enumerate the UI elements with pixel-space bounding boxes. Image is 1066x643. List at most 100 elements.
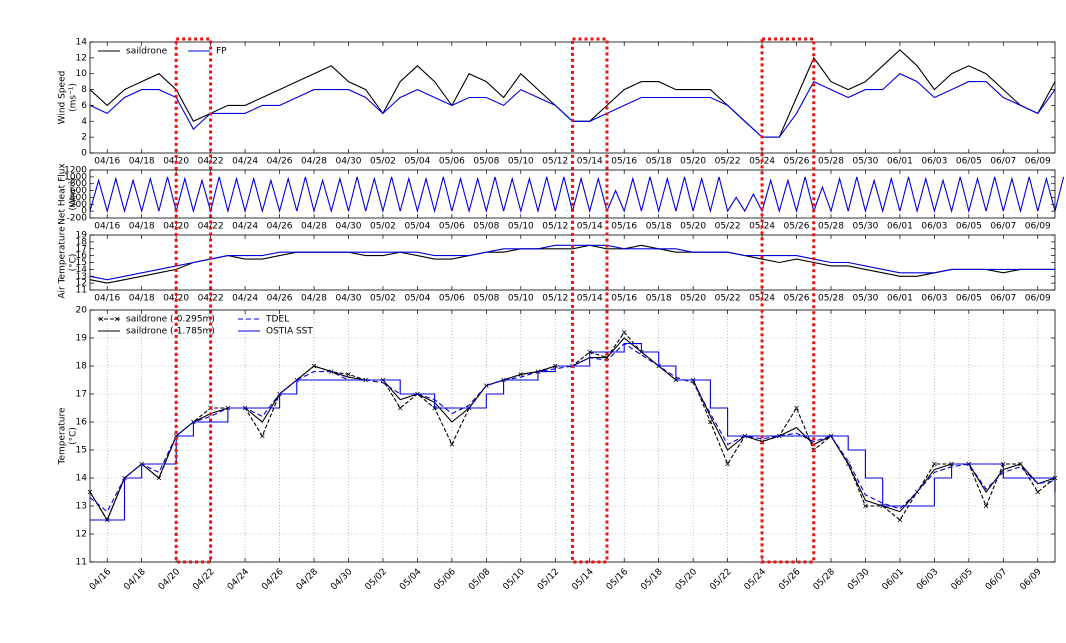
y-tick-label: 600: [70, 186, 87, 196]
x-marker: [863, 503, 868, 509]
y-axis-label: Air Temperature: [58, 226, 68, 299]
x-tick-label: 05/10: [501, 567, 527, 593]
x-tick-label: 04/18: [129, 222, 155, 232]
x-tick-label: 05/20: [680, 157, 706, 167]
y-tick-label: 16: [76, 418, 88, 428]
x-tick-label: 05/26: [777, 567, 803, 593]
legend-label: OSTIA SST: [266, 327, 313, 337]
x-tick-label: 06/09: [1025, 157, 1051, 167]
y-tick-label: 12: [76, 279, 87, 289]
x-tick-label: 04/26: [267, 294, 293, 304]
x-tick-label: 04/30: [329, 567, 355, 593]
y-tick-label: 13: [76, 272, 87, 282]
x-tick-label: 06/09: [1025, 222, 1051, 232]
x-marker: [794, 405, 799, 411]
x-tick-label: 05/06: [439, 157, 465, 167]
legend-label: saildrone (-0.295m): [126, 315, 215, 325]
x-tick-label: 05/14: [577, 294, 603, 304]
x-tick-label: 05/04: [404, 294, 430, 304]
y-tick-label: 17: [76, 244, 87, 254]
x-tick-label: 04/30: [336, 157, 362, 167]
x-tick-label: 06/03: [921, 222, 947, 232]
x-tick-label: 04/20: [157, 567, 183, 593]
x-marker: [260, 433, 265, 439]
x-tick-label: 04/22: [191, 567, 216, 592]
x-tick-label: 04/16: [94, 294, 120, 304]
y-tick-label: 0: [81, 207, 87, 217]
x-tick-label: 05/10: [508, 157, 534, 167]
x-tick-label: 05/16: [605, 567, 631, 593]
x-tick-label: 04/24: [232, 157, 258, 167]
series-line: [90, 343, 1056, 521]
x-tick-label: 06/05: [956, 222, 982, 232]
x-tick-label: 05/28: [812, 567, 838, 593]
highlight-box: [571, 37, 609, 564]
x-tick-label: 05/22: [715, 222, 741, 232]
x-tick-label: 04/22: [198, 294, 224, 304]
x-tick-label: 05/10: [508, 222, 534, 232]
y-axis-label: (Wm⁻²): [69, 177, 79, 210]
y-tick-label: 15: [76, 258, 87, 268]
x-tick-label: 04/24: [226, 567, 252, 593]
x-tick-label: 05/26: [784, 157, 810, 167]
x-tick-label: 05/18: [646, 157, 672, 167]
y-axis-label: (ms⁻¹): [69, 83, 79, 112]
x-tick-label: 05/08: [467, 567, 493, 593]
legend-label: FP: [216, 47, 227, 57]
x-tick-label: 06/07: [990, 157, 1016, 167]
y-tick-label: 1000: [64, 172, 87, 182]
x-tick-label: 04/26: [267, 157, 293, 167]
x-tick-label: 04/20: [163, 222, 189, 232]
y-axis-label: (°C): [69, 254, 79, 272]
x-tick-label: 06/01: [881, 567, 906, 592]
y-tick-label: 11: [76, 558, 87, 568]
x-tick-label: 05/06: [439, 294, 465, 304]
y-tick-label: 15: [76, 446, 87, 456]
x-tick-label: 05/06: [439, 222, 465, 232]
x-tick-label: 05/20: [680, 294, 706, 304]
y-tick-label: 13: [76, 502, 87, 512]
x-tick-label: 05/18: [646, 294, 672, 304]
x-marker: [708, 419, 713, 425]
series-line: [89, 244, 1055, 284]
x-tick-label: 05/08: [473, 222, 499, 232]
x-tick-label: 05/02: [370, 294, 396, 304]
x-tick-label: 04/28: [301, 222, 327, 232]
y-tick-label: 20: [76, 306, 88, 316]
y-tick-label: 19: [76, 231, 88, 241]
y-tick-label: 200: [70, 200, 87, 210]
axes-frame: [89, 309, 1056, 563]
x-tick-label: 06/03: [921, 294, 947, 304]
y-tick-label: 14: [76, 474, 88, 484]
x-tick-label: 04/20: [163, 294, 189, 304]
y-tick-label: 18: [76, 362, 88, 372]
x-tick-label: 06/07: [990, 294, 1016, 304]
x-tick-label: 05/04: [404, 222, 430, 232]
x-tick-label: 04/28: [301, 157, 327, 167]
y-tick-label: 12: [76, 53, 87, 63]
x-tick-label: 05/14: [577, 222, 603, 232]
x-tick-label: 05/12: [536, 567, 561, 592]
x-tick-label: 05/26: [784, 222, 810, 232]
y-tick-label: 14: [76, 38, 88, 48]
x-tick-label: 06/09: [1018, 567, 1044, 593]
x-tick-label: 05/20: [674, 567, 700, 593]
y-tick-label: 18: [76, 237, 88, 247]
x-marker: [725, 461, 730, 467]
y-tick-label: 6: [81, 101, 87, 111]
x-tick-label: 04/28: [301, 294, 327, 304]
x-marker: [449, 442, 455, 447]
x-tick-label: 05/28: [818, 222, 844, 232]
y-tick-label: 14: [76, 265, 88, 275]
x-tick-label: 06/09: [1025, 294, 1051, 304]
x-tick-label: 04/16: [88, 567, 114, 593]
x-marker: [983, 503, 989, 509]
x-tick-label: 05/04: [398, 567, 424, 593]
x-tick-label: 05/14: [570, 567, 596, 593]
y-axis-label: Net Heat Flux: [58, 163, 68, 225]
y-tick-label: 0: [81, 149, 87, 159]
legend-label: saildrone (-1.785m): [126, 327, 215, 337]
legend-label: TDEL: [265, 315, 289, 325]
y-tick-label: -200: [67, 214, 88, 224]
